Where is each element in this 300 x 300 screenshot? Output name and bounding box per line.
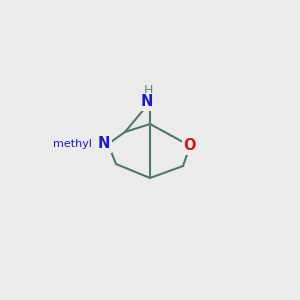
Text: methyl: methyl — [53, 139, 92, 149]
Text: O: O — [184, 139, 196, 154]
Text: H: H — [143, 85, 153, 98]
Text: N: N — [141, 94, 153, 110]
Text: N: N — [98, 136, 110, 152]
